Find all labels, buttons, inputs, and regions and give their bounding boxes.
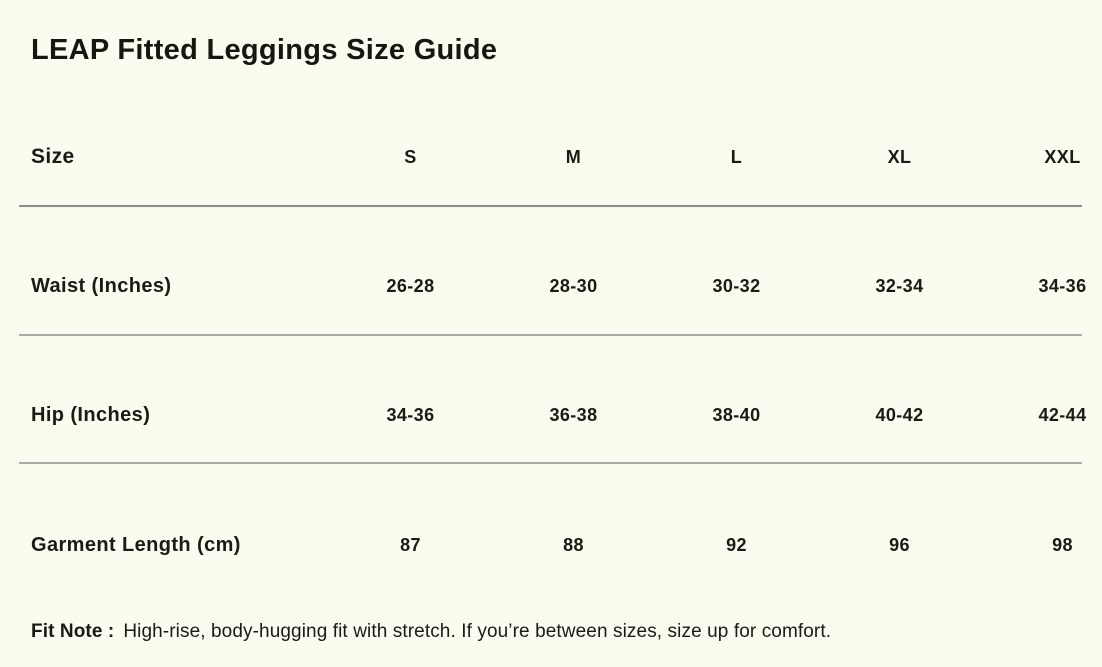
size-header-xl: XL <box>887 146 912 167</box>
fit-note: Fit Note : High-rise, body-hugging fit wi… <box>0 594 1102 644</box>
size-header-m: M <box>565 146 582 167</box>
table-row-hip: Hip (Inches) 34-36 36-38 38-40 40-42 42-… <box>19 336 1086 464</box>
garment-length-value-l: 92 <box>726 534 747 555</box>
waist-value-xl: 32-34 <box>875 275 924 296</box>
waist-value-s: 26-28 <box>386 275 435 296</box>
waist-value-l: 30-32 <box>712 275 761 296</box>
table-row-garment-length: Garment Length (cm) 87 88 92 96 98 <box>19 464 1082 594</box>
garment-length-value-m: 88 <box>563 534 584 555</box>
size-guide-table: Size S M L XL XXL Waist (Inches) 26-28 2… <box>19 68 1086 594</box>
garment-length-value-s: 87 <box>400 534 421 555</box>
hip-value-m: 36-38 <box>549 404 598 425</box>
hip-value-s: 34-36 <box>386 404 435 425</box>
size-column-header: Size <box>31 145 75 168</box>
fit-note-text: High-rise, body-hugging fit with stretch… <box>123 621 832 642</box>
table-row-waist: Waist (Inches) 26-28 28-30 30-32 32-34 3… <box>19 207 1086 336</box>
page-title: LEAP Fitted Leggings Size Guide <box>31 34 498 66</box>
waist-value-m: 28-30 <box>549 275 598 296</box>
row-label-garment-length: Garment Length (cm) <box>31 533 241 556</box>
row-label-hip: Hip (Inches) <box>31 403 151 426</box>
size-header-s: S <box>404 146 417 167</box>
fit-note-label: Fit Note : <box>31 621 115 642</box>
hip-value-xxl: 42-44 <box>1038 404 1087 425</box>
hip-value-xl: 40-42 <box>875 404 924 425</box>
garment-length-value-xl: 96 <box>889 534 910 555</box>
table-header-row: Size S M L XL XXL <box>19 68 1082 207</box>
row-label-waist: Waist (Inches) <box>31 274 172 297</box>
size-header-xxl: XXL <box>1044 146 1081 167</box>
garment-length-value-xxl: 98 <box>1052 534 1073 555</box>
hip-value-l: 38-40 <box>712 404 761 425</box>
size-header-l: L <box>730 146 743 167</box>
waist-value-xxl: 34-36 <box>1038 275 1087 296</box>
